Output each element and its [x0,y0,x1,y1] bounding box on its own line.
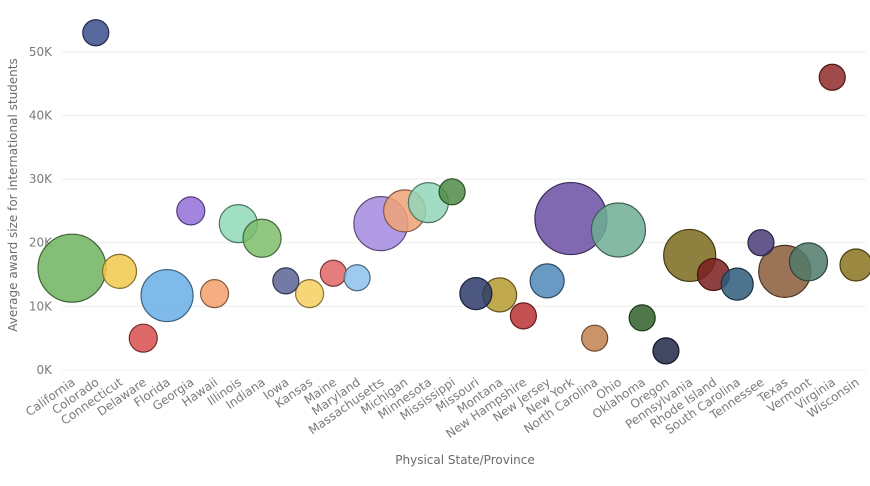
bubble-iowa[interactable] [272,267,300,295]
bubble-kansas[interactable] [294,279,325,309]
bubble-oregon[interactable] [652,337,680,365]
bubble-mississippi[interactable] [438,178,466,206]
bubble-north-carolina[interactable] [581,324,609,352]
bubble-indiana[interactable] [242,218,282,258]
x-axis-title: Physical State/Province [395,453,535,467]
bubble-south-carolina[interactable] [720,267,754,301]
bubble-hawaii[interactable] [199,279,230,309]
bubble-missouri[interactable] [459,277,493,311]
bubble-california[interactable] [37,233,107,303]
bubble-series [37,19,870,365]
y-tick-label: 50K [29,45,53,59]
bubble-virginia[interactable] [818,63,846,91]
bubble-maryland[interactable] [343,264,371,292]
bubble-maine[interactable] [319,259,347,287]
bubble-georgia[interactable] [176,196,206,226]
grid-lines [62,51,866,371]
y-tick-label: 10K [29,299,53,313]
bubble-ohio[interactable] [590,202,647,258]
bubble-oklahoma[interactable] [628,304,656,332]
x-axis-ticks: CaliforniaColoradoConnecticutDelawareFlo… [23,375,862,441]
bubble-vermont[interactable] [788,242,829,282]
bubble-new-jersey[interactable] [529,263,565,299]
bubble-new-hampshire[interactable] [509,302,537,330]
y-axis-title: Average award size for international stu… [6,58,20,332]
y-tick-label: 0K [36,363,53,377]
y-tick-label: 30K [29,172,53,186]
y-tick-label: 40K [29,108,53,122]
bubble-colorado[interactable] [82,19,110,47]
bubble-wisconsin[interactable] [839,248,870,282]
bubble-connecticut[interactable] [101,253,138,289]
bubble-tennessee[interactable] [747,229,775,257]
bubble-delaware[interactable] [128,323,158,353]
bubble-florida[interactable] [140,268,194,323]
